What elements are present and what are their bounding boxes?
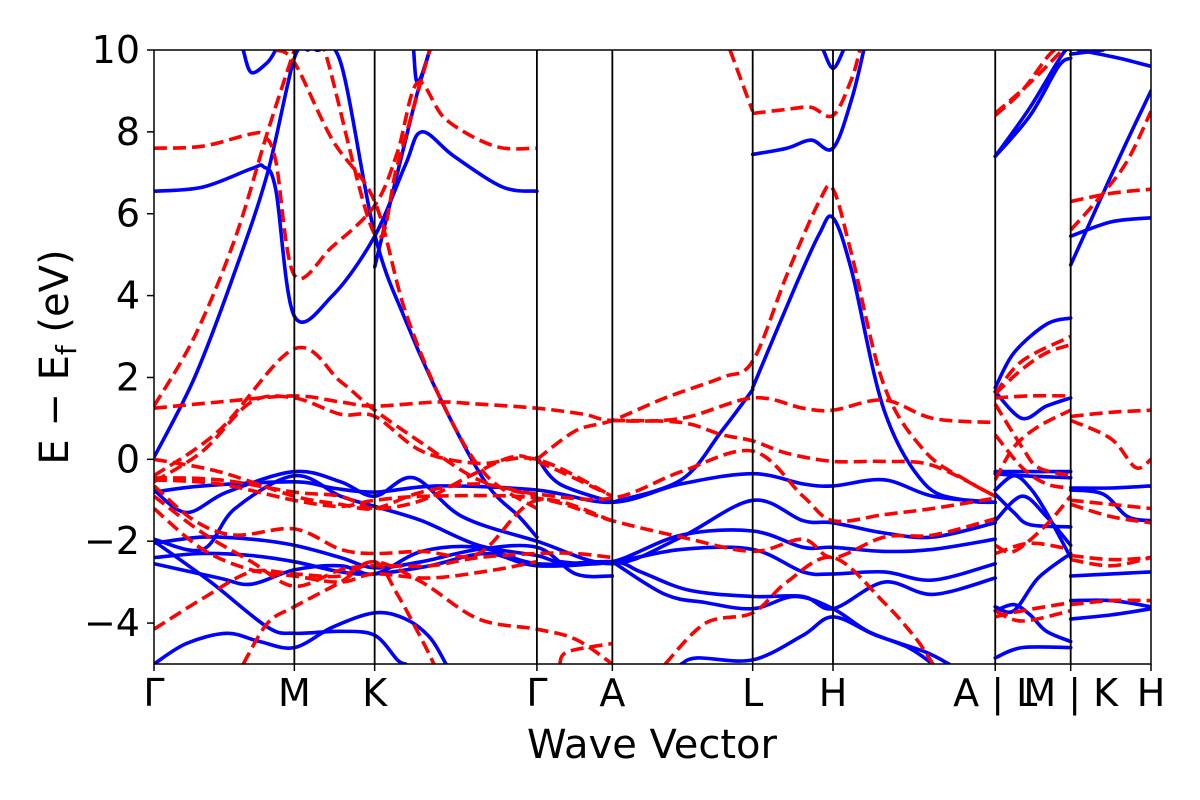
dashed-band-line: [535, 183, 997, 498]
dashed-band-line: [557, 641, 613, 664]
x-tick-label: M | K: [1023, 671, 1119, 716]
y-tick-label: 8: [116, 110, 140, 154]
solid-band-line: [993, 50, 1073, 159]
dashed-band-line: [993, 50, 1056, 117]
dashed-band-line: [1070, 555, 1151, 568]
solid-band-line: [154, 130, 539, 324]
x-tick-label: A: [599, 671, 625, 715]
dashed-band-line: [241, 559, 436, 664]
x-tick-label: Γ: [143, 671, 164, 715]
dashed-band-line: [1069, 110, 1151, 232]
solid-band-line: [993, 471, 1073, 480]
dashed-band-line: [994, 541, 1072, 556]
y-axis-title-subscript: f: [50, 344, 83, 355]
dashed-band-line: [612, 418, 996, 498]
dashed-band-line: [154, 507, 538, 584]
plot-frame: [153, 49, 1152, 665]
y-axis-title-main: E − E: [32, 355, 78, 465]
dashed-band-line: [1070, 187, 1151, 204]
dashed-band-line: [1070, 502, 1151, 525]
x-tick-label: K: [362, 671, 388, 715]
solid-band-line: [1068, 216, 1151, 238]
solid-band-line: [679, 615, 951, 664]
solid-band-line: [993, 551, 1073, 615]
x-axis-title: Wave Vector: [527, 722, 778, 768]
dashed-band-line: [1070, 498, 1151, 511]
dashed-band-line: [154, 448, 996, 524]
x-tick-label: M: [278, 671, 311, 715]
solid-band-line: [750, 214, 997, 505]
solid-band-line: [993, 494, 1073, 548]
y-axis-ticks: −4 −2 0 2 4 6 8 10: [84, 28, 154, 645]
solid-band-series: [154, 50, 1151, 664]
solid-band-line: [993, 602, 1073, 644]
dashed-band-line: [993, 342, 1072, 396]
dashed-band-line: [993, 433, 1072, 490]
solid-band-line: [154, 610, 448, 664]
solid-band-line: [1068, 606, 1151, 621]
x-tick-label: A | L: [953, 671, 1037, 716]
y-axis-title: E − Ef (eV): [32, 249, 83, 464]
y-tick-label: 6: [116, 192, 140, 236]
solid-band-line: [610, 387, 755, 505]
solid-band-line: [993, 492, 1073, 529]
x-axis-ticks: Γ M K Γ A L H A | LM | K H: [143, 664, 1165, 716]
y-axis-title-unit: (eV): [32, 249, 78, 345]
dashed-band-line: [154, 394, 996, 425]
dashed-band-line: [1070, 598, 1151, 607]
y-tick-label: 4: [116, 274, 140, 318]
dashed-band-line: [1069, 418, 1151, 470]
dashed-band-line: [993, 403, 1072, 478]
dashed-band-line: [154, 394, 614, 498]
dashed-band-line: [995, 393, 1071, 400]
solid-band-line: [241, 50, 278, 75]
dashed-band-line: [154, 484, 613, 559]
x-tick-label: H: [1137, 671, 1166, 715]
dashed-band-line: [994, 609, 1072, 623]
solid-band-line: [1068, 89, 1151, 267]
solid-band-line: [993, 316, 1073, 390]
solid-band-line: [610, 559, 935, 664]
solid-band-line: [993, 390, 1073, 421]
solid-band-line: [1068, 570, 1151, 578]
y-tick-label: 0: [116, 437, 140, 481]
solid-band-line: [154, 545, 997, 582]
solid-band-line: [154, 473, 997, 566]
dashed-band-line: [154, 345, 538, 498]
dashed-band-line: [154, 50, 297, 408]
high-symmetry-lines: [293, 50, 1072, 664]
x-tick-label: Γ: [526, 671, 547, 715]
dashed-band-line: [1070, 408, 1151, 419]
y-tick-label: −2: [84, 519, 140, 563]
solid-band-line: [993, 56, 1073, 159]
dashed-band-line: [752, 50, 862, 119]
solid-band-line: [313, 50, 539, 539]
y-tick-label: −4: [84, 601, 140, 645]
dashed-band-line: [154, 454, 614, 511]
dashed-band-line: [663, 555, 935, 664]
dashed-band-line: [993, 334, 1072, 395]
solid-band-line: [154, 544, 997, 611]
solid-band-line: [411, 50, 432, 85]
x-tick-label: H: [819, 671, 848, 715]
solid-band-line: [154, 539, 408, 664]
y-tick-label: 10: [92, 28, 140, 72]
solid-band-line: [1077, 50, 1151, 69]
dashed-band-line: [1070, 553, 1151, 562]
x-tick-label: L: [742, 671, 763, 715]
solid-band-line: [1068, 484, 1151, 490]
solid-band-line: [750, 50, 866, 157]
y-tick-label: 2: [116, 355, 140, 399]
dashed-band-line: [728, 50, 755, 113]
dashed-band-line: [154, 80, 537, 281]
solid-band-line: [993, 645, 1073, 660]
